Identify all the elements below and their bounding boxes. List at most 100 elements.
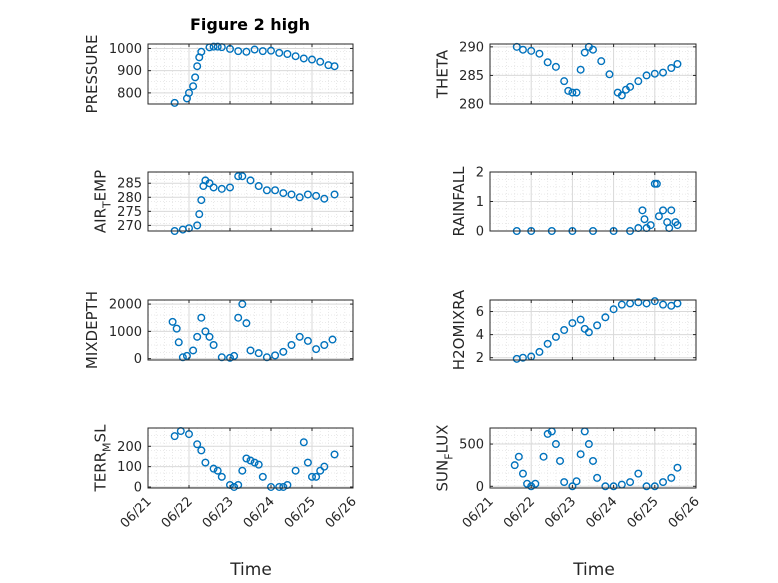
y-axis-label-sub: F	[442, 453, 455, 459]
data-point	[330, 190, 339, 199]
y-axis-label-main: AIR	[91, 208, 109, 233]
data-point	[564, 86, 573, 95]
data-point	[667, 63, 676, 72]
data-point	[225, 183, 234, 192]
subplot-h2omixra: 2 4 6 H2OMIXRA	[450, 289, 697, 370]
data-point	[209, 42, 218, 51]
data-point	[601, 482, 610, 491]
axes-box	[489, 43, 697, 105]
y-axis-label-rest: EMP	[91, 170, 109, 201]
y-axis-label-main: SUN	[433, 460, 451, 492]
data-point	[568, 319, 577, 328]
data-point	[584, 328, 593, 337]
data-point	[197, 446, 206, 455]
data-point	[246, 456, 255, 465]
data-point	[667, 206, 676, 215]
data-point	[234, 313, 243, 322]
data-point	[246, 176, 255, 185]
data-point	[258, 472, 267, 481]
data-point	[271, 351, 280, 360]
data-point	[328, 335, 337, 344]
y-tick-label: 1000	[109, 325, 142, 340]
data-point	[287, 341, 296, 350]
axes-box	[489, 299, 697, 361]
data-point	[291, 466, 300, 475]
y-tick-label: 290	[459, 40, 484, 55]
data-point	[659, 68, 668, 77]
data-point	[642, 482, 651, 491]
data-point	[638, 206, 647, 215]
data-point	[172, 324, 181, 333]
data-point	[589, 45, 598, 54]
data-point	[609, 482, 618, 491]
y-tick-label: 800	[117, 86, 142, 101]
data-point	[605, 70, 614, 79]
data-point	[576, 315, 585, 324]
data-point	[267, 482, 276, 491]
y-tick-label: 900	[117, 64, 142, 79]
data-point	[510, 461, 519, 470]
data-point	[576, 65, 585, 74]
data-point	[312, 345, 321, 354]
data-point	[279, 482, 288, 491]
data-point	[601, 313, 610, 322]
data-point	[642, 71, 651, 80]
data-point	[626, 82, 635, 91]
data-point	[551, 440, 560, 449]
data-point	[580, 48, 589, 57]
y-axis-label-main: TERR	[91, 452, 109, 493]
data-point	[597, 57, 606, 66]
data-point	[659, 206, 668, 215]
data-point	[191, 73, 200, 82]
y-tick-label: 2	[476, 166, 484, 181]
data-point	[320, 462, 329, 471]
data-point	[650, 69, 659, 78]
data-point	[312, 191, 321, 200]
y-tick-label: 0	[476, 480, 484, 495]
data-point	[201, 458, 210, 467]
data-point	[617, 300, 626, 309]
data-point	[225, 353, 234, 362]
data-point	[184, 88, 193, 97]
data-point	[673, 60, 682, 69]
data-point	[518, 469, 527, 478]
y-tick-label: 2000	[109, 298, 142, 313]
data-point	[560, 77, 569, 86]
data-point	[242, 319, 251, 328]
data-point	[193, 440, 202, 449]
data-point	[551, 62, 560, 71]
data-point	[283, 50, 292, 59]
y-tick-label: 285	[117, 177, 142, 192]
y-axis-label-rest: LUX	[433, 425, 451, 454]
data-point	[197, 196, 206, 205]
data-point	[308, 55, 317, 64]
y-axis-label-main: PRESSURE	[83, 35, 101, 114]
y-axis-label: AIRTEMP	[91, 170, 113, 233]
data-point	[659, 300, 668, 309]
y-tick-label: 0	[476, 225, 484, 240]
data-point	[174, 338, 183, 347]
data-point	[518, 45, 527, 54]
data-point	[609, 305, 618, 314]
data-point	[238, 172, 247, 181]
y-tick-label: 6	[476, 305, 484, 320]
data-point	[584, 440, 593, 449]
data-point	[646, 221, 655, 230]
y-tick-label: 500	[459, 438, 484, 453]
data-point	[275, 48, 284, 57]
data-point	[254, 182, 263, 191]
data-point	[250, 458, 259, 467]
data-point	[217, 472, 226, 481]
y-tick-label: 280	[117, 191, 142, 206]
subplot-mixdepth: 0 1000 2000 MIXDEPTH	[83, 291, 354, 369]
data-point	[209, 341, 218, 350]
subplot-pressure: 800 900 1000 PRESSURE	[83, 35, 354, 114]
data-point	[308, 472, 317, 481]
y-tick-label: 200	[117, 440, 142, 455]
data-point	[254, 349, 263, 358]
data-point	[193, 62, 202, 71]
y-tick-label: 0	[134, 480, 142, 495]
y-axis-label-main: RAINFALL	[450, 166, 468, 237]
axes-box	[489, 427, 697, 489]
